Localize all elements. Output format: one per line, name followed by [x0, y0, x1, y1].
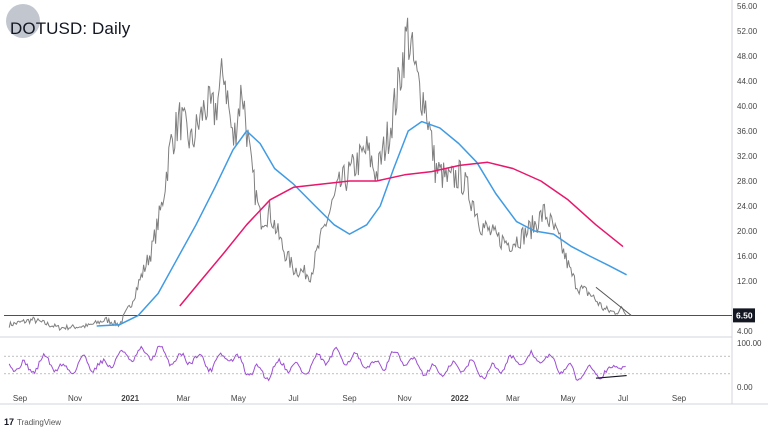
price-axis-tick-label: 16.00	[737, 252, 758, 261]
current-price-badge	[733, 308, 755, 323]
price-axis-tick-label: 12.00	[737, 277, 758, 286]
time-axis-tick-label: May	[560, 394, 575, 403]
chart-title: DOTUSD: Daily	[10, 19, 131, 38]
time-axis-tick-label: Mar	[506, 394, 520, 403]
rsi-line	[8, 345, 626, 382]
time-axis-tick-label: Mar	[177, 394, 191, 403]
price-axis-tick-label: 24.00	[737, 202, 758, 211]
tradingview-logo-icon: 17	[4, 417, 15, 427]
rsi-divergence-line	[595, 374, 627, 379]
sma-fast-line	[96, 120, 627, 327]
price-axis-tick-label: 4.00	[737, 327, 753, 336]
time-axis-tick-label: Sep	[342, 394, 357, 403]
price-axis-tick-label: 28.00	[737, 177, 758, 186]
current-price-label: 6.50	[736, 310, 753, 320]
price-axis-tick-label: 48.00	[737, 52, 758, 61]
rsi-axis-tick-label: 100.00	[737, 339, 762, 348]
price-axis-tick-label: 32.00	[737, 152, 758, 161]
sma-slow-line	[179, 161, 624, 307]
price-axis-tick-label: 20.00	[737, 227, 758, 236]
price-series-line	[8, 17, 627, 332]
tradingview-brand-label: TradingView	[17, 417, 62, 427]
time-axis-tick-label: 2022	[451, 394, 469, 403]
price-axis-tick-label: 40.00	[737, 102, 758, 111]
time-axis-tick-label: Jul	[618, 394, 628, 403]
price-axis-tick-label: 36.00	[737, 127, 758, 136]
time-axis-tick-label: 2021	[121, 394, 139, 403]
symbol-logo-icon	[6, 4, 40, 38]
descending-trendline	[595, 286, 632, 316]
price-axis-tick-label: 52.00	[737, 27, 758, 36]
time-axis-tick-label: May	[231, 394, 246, 403]
time-axis-tick-label: Sep	[672, 394, 687, 403]
price-axis-tick-label: 44.00	[737, 77, 758, 86]
tradingview-footer[interactable]: 17 TradingView	[4, 417, 61, 427]
rsi-axis-tick-label: 0.00	[737, 383, 753, 392]
time-axis-tick-label: Nov	[68, 394, 82, 403]
time-axis-tick-label: Jul	[288, 394, 298, 403]
time-axis-tick-label: Sep	[13, 394, 28, 403]
price-axis-tick-label: 56.00	[737, 2, 758, 11]
time-axis-tick-label: Nov	[397, 394, 411, 403]
